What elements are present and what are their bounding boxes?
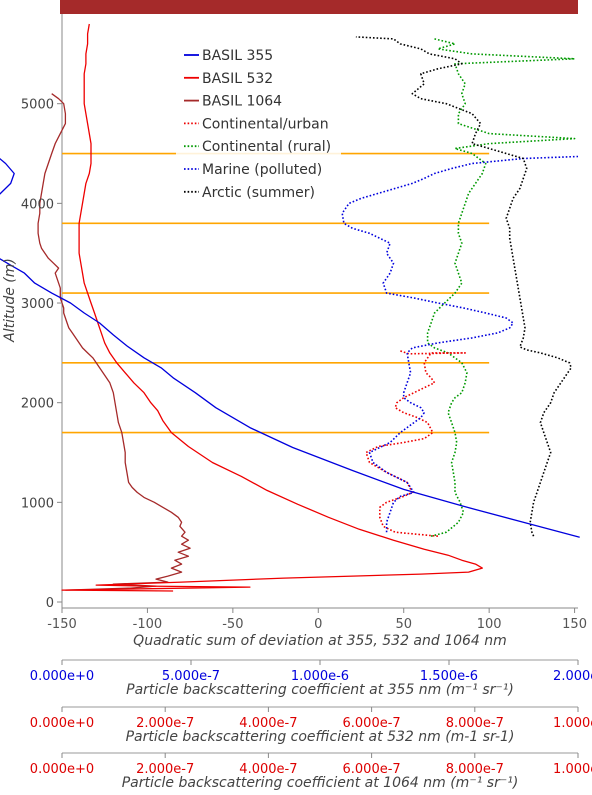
x-tick-label: 0.000e+0 — [30, 669, 94, 684]
x-axis-title: Particle backscattering coefficient at 5… — [126, 729, 515, 745]
x-tick-label: 1.000e- — [553, 762, 592, 777]
x-tick-label: 6.000e-7 — [343, 716, 401, 731]
legend-label: Continental/urban — [202, 116, 329, 132]
legend-label: Continental (rural) — [202, 139, 331, 155]
y-tick-label: 4000 — [21, 197, 54, 212]
legend: BASIL 355 BASIL 532 BASIL 1064 Continental/… — [176, 42, 341, 208]
legend-label: Arctic (summer) — [202, 185, 315, 201]
series-line-basil-355 — [0, 157, 580, 538]
x-tick-label: 150 — [562, 617, 587, 632]
y-tick-label: 0 — [46, 596, 54, 611]
legend-box — [176, 42, 341, 208]
x-tick-label: 8.000e-7 — [446, 716, 504, 731]
x-tick-label: 0 — [314, 617, 322, 632]
x-tick-label: 1.000e-6 — [291, 669, 349, 684]
x-tick-label: -50 — [222, 617, 243, 632]
x-axis-title: Quadratic sum of deviation at 355, 532 a… — [133, 633, 507, 649]
x-tick-label: -150 — [47, 617, 77, 632]
x-tick-label: 2.000e-7 — [136, 762, 194, 777]
x-tick-label: 50 — [395, 617, 412, 632]
series-line-continental-rural- — [426, 38, 576, 537]
x-tick-label: 4.000e-7 — [239, 762, 297, 777]
y-tick-label: 1000 — [21, 496, 54, 511]
x-tick-label: -100 — [133, 617, 163, 632]
top-border-band — [60, 0, 578, 14]
x-axis-title: Particle backscattering coefficient at 1… — [122, 775, 519, 791]
series-line-arctic-summer- — [355, 36, 573, 537]
series-line-basil-1064 — [37, 93, 191, 591]
legend-label: Marine (polluted) — [202, 162, 322, 178]
x-axis-bsc1064: 0.000e+0 2.000e-7 4.000e-7 6.000e-7 8.000e-7… — [30, 752, 592, 791]
legend-label: BASIL 532 — [202, 71, 273, 87]
x-tick-label: 1.500e-6 — [420, 669, 478, 684]
series-line-basil-532 — [61, 23, 483, 592]
x-tick-label: 100 — [477, 617, 502, 632]
x-axis-bsc532: 0.000e+0 2.000e-7 4.000e-7 6.000e-7 8.000e-7… — [30, 706, 592, 745]
x-axes: -150 -100 -50 0 50 100 150 Quadratic sum of dev… — [30, 608, 592, 791]
x-tick-label: 2.000e- — [553, 669, 592, 684]
x-tick-label: 0.000e+0 — [30, 716, 94, 731]
legend-label: BASIL 1064 — [202, 94, 282, 110]
y-axis: 0 1000 2000 3000 4000 5000 — [21, 98, 62, 611]
x-tick-label: 5.000e-7 — [162, 669, 220, 684]
y-axis-title: Altitude (m) — [2, 258, 18, 343]
x-axis-bsc355: 0.000e+0 5.000e-7 1.000e-6 1.500e-6 2.000e- P… — [30, 659, 592, 698]
x-axis-deviation: -150 -100 -50 0 50 100 150 Quadratic sum of dev… — [47, 608, 587, 649]
x-tick-label: 0.000e+0 — [30, 762, 94, 777]
x-axis-title: Particle backscattering coefficient at 3… — [126, 682, 514, 698]
series-layer — [0, 23, 580, 592]
plot-frame — [61, 14, 578, 609]
y-tick-label: 5000 — [21, 98, 54, 113]
y-tick-label: 3000 — [21, 297, 54, 312]
x-tick-label: 8.000e-7 — [446, 762, 504, 777]
x-tick-label: 4.000e-7 — [239, 716, 297, 731]
series-line-continental-urban — [365, 350, 467, 537]
x-tick-label: 6.000e-7 — [343, 762, 401, 777]
x-tick-label: 1.000e- — [553, 716, 592, 731]
series-line-marine-polluted- — [341, 155, 579, 533]
legend-label: BASIL 355 — [202, 48, 273, 64]
y-tick-label: 2000 — [21, 397, 54, 412]
x-tick-label: 2.000e-7 — [136, 716, 194, 731]
